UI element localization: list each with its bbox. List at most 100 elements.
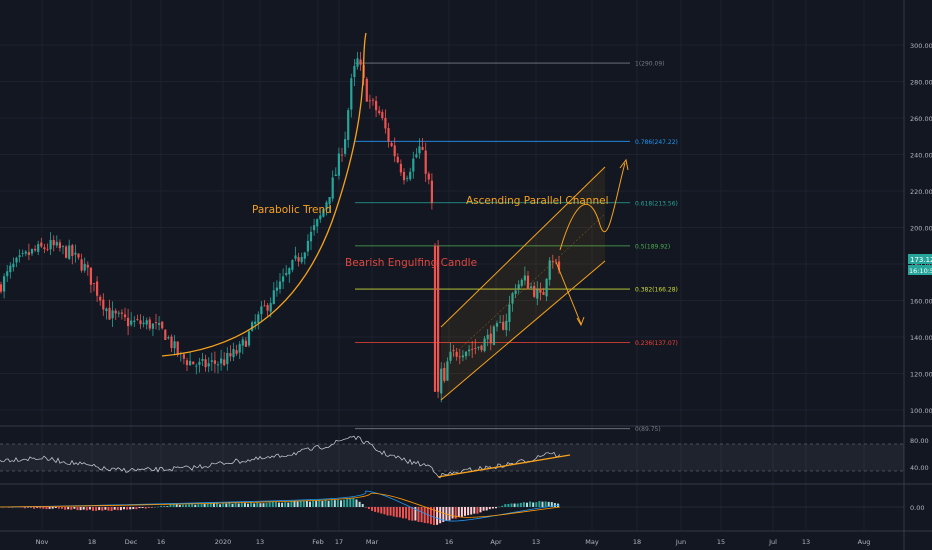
macd-bar: [367, 507, 370, 509]
macd-bar: [436, 507, 439, 525]
x-tick-label: 18: [88, 538, 96, 546]
macd-bar: [188, 504, 191, 507]
up-projection: [559, 162, 626, 251]
macd-bar: [439, 507, 442, 524]
candle-body: [154, 322, 158, 324]
candle-body: [83, 263, 86, 271]
candle-body: [440, 368, 443, 394]
candle-body: [102, 299, 105, 310]
macd-bar: [253, 503, 256, 507]
candle-body: [37, 244, 40, 252]
macd-bar: [178, 504, 181, 507]
fib-label: 0.382(166.28): [635, 287, 678, 294]
candle-body: [471, 349, 474, 351]
candle-body: [278, 281, 282, 290]
macd-bar: [454, 507, 457, 519]
macd-bar: [457, 507, 460, 517]
candle-body: [468, 349, 471, 352]
macd-bar: [150, 507, 153, 508]
candle-body: [554, 260, 557, 262]
x-tick-label: 16: [445, 538, 453, 546]
candle-body: [458, 356, 461, 358]
macd-bar: [305, 500, 308, 507]
macd-bar: [240, 503, 243, 507]
y-tick-label: 260.00: [910, 115, 932, 123]
candle-body: [313, 225, 316, 231]
macd-bar: [26, 507, 29, 508]
candle-body: [244, 340, 247, 347]
up-arrowhead: [619, 158, 629, 171]
macd-line: [0, 490, 561, 522]
candle-body: [526, 275, 530, 290]
macd-bar: [247, 503, 249, 507]
macd-bar: [380, 507, 383, 514]
candle-body: [502, 321, 505, 330]
candle-body: [303, 252, 306, 259]
candle-body: [257, 314, 260, 323]
macd-bar: [169, 504, 172, 507]
macd-bar: [423, 507, 426, 523]
candle-body: [480, 345, 483, 351]
y-tick-label: 120.00: [910, 371, 932, 379]
candle-body: [161, 321, 164, 329]
candle-body: [120, 312, 123, 314]
macd-bar: [200, 503, 203, 507]
candle-body: [495, 323, 499, 327]
macd-bar: [544, 501, 547, 507]
x-tick-label: Jul: [768, 538, 777, 546]
y-tick-label: 140.00: [910, 334, 932, 342]
candle-body: [322, 208, 325, 217]
channel-fill: [441, 167, 605, 400]
candle-body: [68, 245, 71, 259]
macd-bar: [64, 507, 67, 510]
fib-label: 1(290.09): [635, 61, 665, 68]
candle-body: [446, 361, 449, 381]
macd-bar: [219, 504, 222, 507]
macd-bar: [88, 507, 91, 510]
macd-bar: [144, 507, 147, 509]
countdown-label: 16:10:54: [909, 267, 932, 275]
macd-bar: [395, 507, 398, 518]
macd-bar: [129, 507, 132, 510]
candle-body: [399, 163, 402, 173]
macd-bar: [476, 507, 479, 514]
candle-body: [213, 360, 216, 364]
macd-bar: [389, 507, 392, 516]
macd-bar: [398, 507, 401, 518]
candle-body: [111, 310, 114, 319]
macd-bar: [197, 504, 200, 507]
candle-body: [74, 252, 77, 255]
macd-bar: [163, 505, 166, 507]
macd-bar: [519, 502, 522, 507]
candle-body: [6, 271, 9, 277]
macd-bar: [414, 507, 417, 521]
macd-bar: [212, 503, 215, 507]
macd-bar: [70, 507, 73, 510]
macd-bar: [324, 499, 327, 507]
candle-body: [86, 264, 89, 268]
macd-bar: [82, 507, 85, 510]
signal-line: [0, 492, 561, 518]
candle-body: [247, 331, 251, 346]
candle-body: [89, 267, 92, 285]
candle-body: [545, 278, 548, 297]
candle-body: [92, 283, 96, 284]
macd-bar: [464, 507, 466, 516]
macd-bar: [340, 500, 342, 507]
macd-bar: [268, 502, 271, 507]
macd-bar: [17, 507, 20, 508]
candle-body: [15, 257, 18, 263]
macd-bar: [30, 507, 32, 508]
candle-body: [353, 65, 356, 78]
candle-body: [492, 326, 495, 345]
y-tick-label: 200.00: [910, 225, 932, 233]
candle-body: [378, 110, 381, 114]
candle-body: [52, 239, 55, 246]
candle-body: [220, 358, 223, 364]
x-tick-label: Apr: [490, 538, 502, 546]
y-tick-label: 220.00: [910, 188, 932, 196]
macd-bar: [42, 507, 45, 509]
candle-body: [365, 78, 368, 102]
